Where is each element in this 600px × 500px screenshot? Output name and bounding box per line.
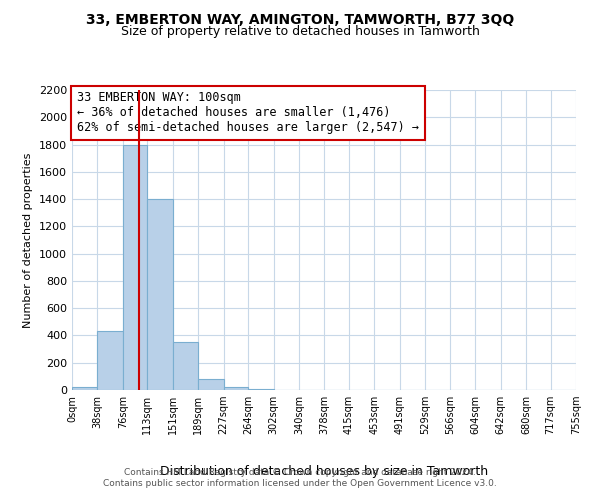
Bar — [173, 342, 198, 390]
Text: Contains HM Land Registry data © Crown copyright and database right 2024.
Contai: Contains HM Land Registry data © Crown c… — [103, 468, 497, 487]
Text: 33, EMBERTON WAY, AMINGTON, TAMWORTH, B77 3QQ: 33, EMBERTON WAY, AMINGTON, TAMWORTH, B7… — [86, 12, 514, 26]
Bar — [198, 379, 224, 390]
Bar — [224, 386, 248, 390]
Y-axis label: Number of detached properties: Number of detached properties — [23, 152, 34, 328]
Text: 33 EMBERTON WAY: 100sqm
← 36% of detached houses are smaller (1,476)
62% of semi: 33 EMBERTON WAY: 100sqm ← 36% of detache… — [77, 92, 419, 134]
Bar — [123, 144, 148, 390]
Text: Distribution of detached houses by size in Tamworth: Distribution of detached houses by size … — [160, 464, 488, 477]
Bar — [72, 388, 97, 390]
Bar — [97, 332, 123, 390]
Text: Size of property relative to detached houses in Tamworth: Size of property relative to detached ho… — [121, 25, 479, 38]
Bar — [148, 199, 173, 390]
